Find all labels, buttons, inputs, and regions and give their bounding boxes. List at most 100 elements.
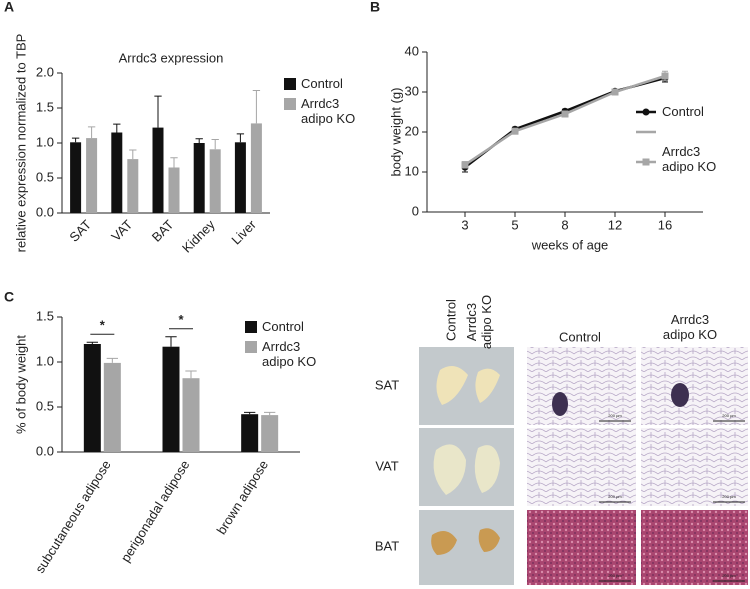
legend-label: Control — [301, 76, 343, 91]
error-bar — [211, 139, 219, 150]
photo — [419, 347, 514, 425]
bar — [111, 132, 123, 213]
marker — [661, 72, 669, 80]
bar — [250, 123, 262, 213]
error-bar — [165, 336, 177, 347]
scale-label: 200 µm — [722, 413, 736, 418]
error-bar — [195, 138, 203, 143]
legend-label: Control — [262, 319, 304, 334]
y-tick-label: 20 — [405, 123, 419, 138]
legend-marker — [642, 108, 650, 116]
y-tick-label: 0.5 — [36, 398, 54, 413]
histology — [641, 347, 748, 425]
x-tick-label: 16 — [658, 217, 672, 232]
legend-swatch — [245, 321, 257, 333]
column-label: Control — [559, 329, 601, 344]
x-tick-label: brown adipose — [214, 457, 272, 537]
column-label-text: Arrdc3 adipo KO — [662, 312, 718, 342]
error-bar — [87, 126, 96, 139]
bar — [168, 167, 180, 213]
scale-label: 200 µm — [608, 573, 622, 578]
column-label: Arrdc3 adipo KO — [662, 312, 718, 342]
error-bar — [244, 411, 256, 415]
y-tick-label: 1.5 — [36, 308, 54, 323]
scale-label: 200 µm — [608, 494, 622, 499]
error-bar — [106, 357, 118, 363]
error-bar — [71, 137, 80, 143]
x-tick-label: BAT — [149, 217, 177, 245]
line — [464, 74, 666, 166]
x-tick-label: subcutaneous adipose — [32, 457, 114, 575]
bar — [103, 362, 121, 452]
marker — [461, 161, 469, 169]
row-label: BAT — [375, 538, 399, 553]
bar — [162, 346, 180, 452]
tissue — [436, 366, 500, 405]
photo — [419, 428, 514, 506]
line — [464, 76, 666, 169]
error-bar — [252, 90, 261, 124]
histology — [641, 428, 748, 506]
panel-label: A — [4, 0, 14, 15]
bar — [241, 414, 259, 452]
histology — [527, 347, 636, 425]
x-tick-label: 3 — [461, 217, 468, 232]
row-label: SAT — [375, 377, 399, 392]
error-bar — [113, 123, 121, 133]
y-tick-label: 1.0 — [36, 134, 54, 149]
error-bar — [264, 411, 276, 416]
bar — [234, 142, 246, 213]
legend-label: Arrdc3 adipo KO — [662, 144, 717, 174]
histology — [527, 510, 636, 585]
scale-label: 200 µm — [722, 494, 736, 499]
y-tick-label: 0.5 — [36, 169, 54, 184]
error-bar — [154, 95, 162, 128]
x-axis-label: weeks of age — [531, 237, 609, 252]
y-tick-label: 0.0 — [36, 443, 54, 458]
y-tick-label: 30 — [405, 83, 419, 98]
y-axis-label: relative expression normalized to TBP — [13, 34, 28, 253]
legend-label: Control — [662, 104, 704, 119]
error-bar — [236, 133, 245, 143]
bar — [83, 344, 101, 452]
marker — [561, 110, 569, 118]
row-label: VAT — [375, 458, 398, 473]
x-tick-label: 12 — [608, 217, 622, 232]
column-label-text: Arrdc3 adipo KO — [464, 294, 494, 350]
bar — [86, 138, 98, 213]
chart-title: Arrdc3 expression — [119, 50, 224, 65]
legend-swatch — [284, 78, 296, 90]
legend-label: Arrdc3 adipo KO — [301, 96, 356, 126]
legend-text: Arrdc3 adipo KO — [262, 339, 317, 369]
significance-label: * — [178, 312, 184, 327]
y-tick-label: 40 — [405, 43, 419, 58]
y-tick-label: 10 — [405, 163, 419, 178]
error-bar — [185, 370, 197, 379]
image-panel: SAT VAT BAT Control Arrdc3 adipo KO Cont… — [375, 294, 748, 585]
tissue — [433, 444, 500, 495]
significance-label: * — [100, 318, 106, 333]
y-tick-label: 2.0 — [36, 64, 54, 79]
tissue — [431, 528, 500, 555]
x-tick-label: 5 — [511, 217, 518, 232]
legend-text: Control — [662, 104, 704, 119]
legend-text: Arrdc3 adipo KO — [301, 96, 356, 126]
histology — [641, 510, 748, 585]
column-label: Arrdc3 adipo KO — [464, 294, 494, 350]
y-tick-label: 1.0 — [36, 353, 54, 368]
marker — [511, 127, 519, 135]
panel-label: B — [370, 0, 380, 15]
legend-text: Arrdc3 adipo KO — [662, 144, 717, 174]
error-bar — [129, 149, 137, 160]
legend-swatch — [245, 341, 257, 353]
x-tick-label: perigonadal adipose — [118, 457, 193, 564]
vessel — [671, 383, 689, 407]
y-tick-label: 0 — [412, 203, 419, 218]
bar — [209, 149, 221, 213]
x-tick-label: VAT — [108, 217, 135, 244]
bar — [261, 415, 279, 452]
bar — [127, 159, 139, 213]
bar — [70, 142, 82, 213]
